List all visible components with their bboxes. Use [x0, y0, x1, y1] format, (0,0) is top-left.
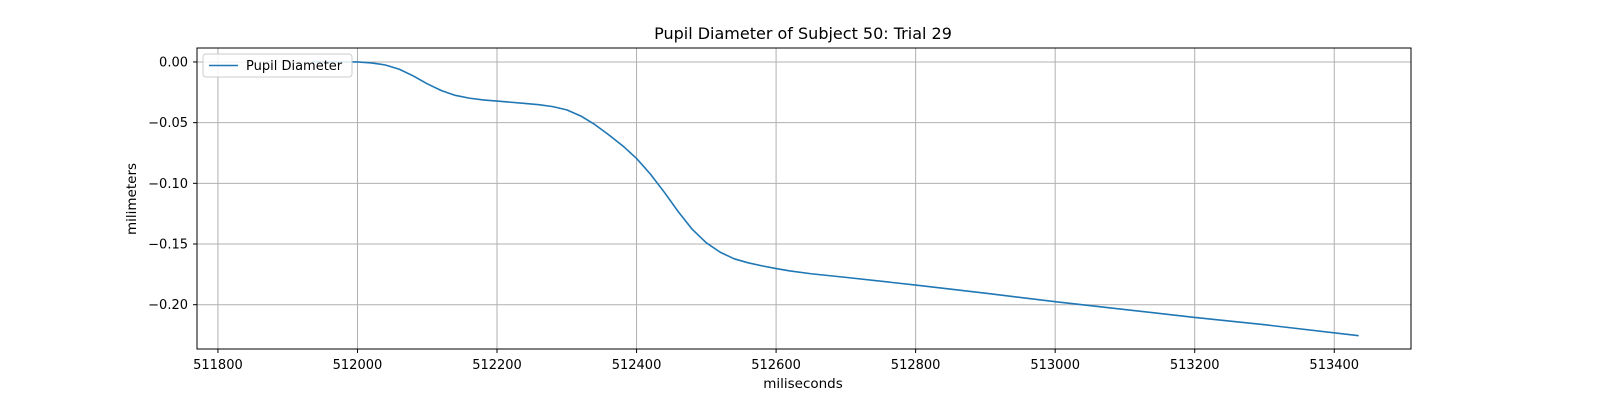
x-axis-label: miliseconds	[763, 376, 843, 392]
x-axis-ticks: 511800 512000 512200 512400 512600 512800 5130…	[193, 349, 1359, 373]
plot-area	[312, 61, 1359, 337]
x-tick-label: 512200	[472, 358, 522, 373]
y-tick-label: −0.15	[148, 238, 188, 253]
x-tick-label: 512400	[612, 358, 662, 373]
plot-frame	[196, 47, 1412, 350]
grid-lines	[197, 48, 1411, 349]
y-axis-label: milimeters	[124, 163, 140, 235]
x-tick-label: 513200	[1170, 358, 1220, 373]
x-tick-label: 512600	[751, 358, 801, 373]
y-tick-label: −0.20	[148, 298, 188, 313]
series-line-pupil-diameter	[312, 61, 1359, 337]
x-tick-label: 513000	[1030, 358, 1080, 373]
chart-title: Pupil Diameter of Subject 50: Trial 29	[654, 24, 952, 43]
x-tick-label: 512000	[333, 358, 383, 373]
x-tick-label: 511800	[193, 358, 243, 373]
legend-box	[202, 53, 353, 78]
y-tick-label: −0.05	[148, 116, 188, 131]
y-tick-label: 0.00	[159, 55, 188, 70]
legend-label: Pupil Diameter	[246, 59, 343, 74]
y-tick-label: −0.10	[148, 177, 188, 192]
legend: Pupil Diameter	[202, 53, 353, 78]
x-tick-label: 513400	[1309, 358, 1359, 373]
y-axis-ticks: 0.00 −0.05 −0.10 −0.15 −0.20	[148, 55, 197, 313]
x-tick-label: 512800	[891, 358, 941, 373]
